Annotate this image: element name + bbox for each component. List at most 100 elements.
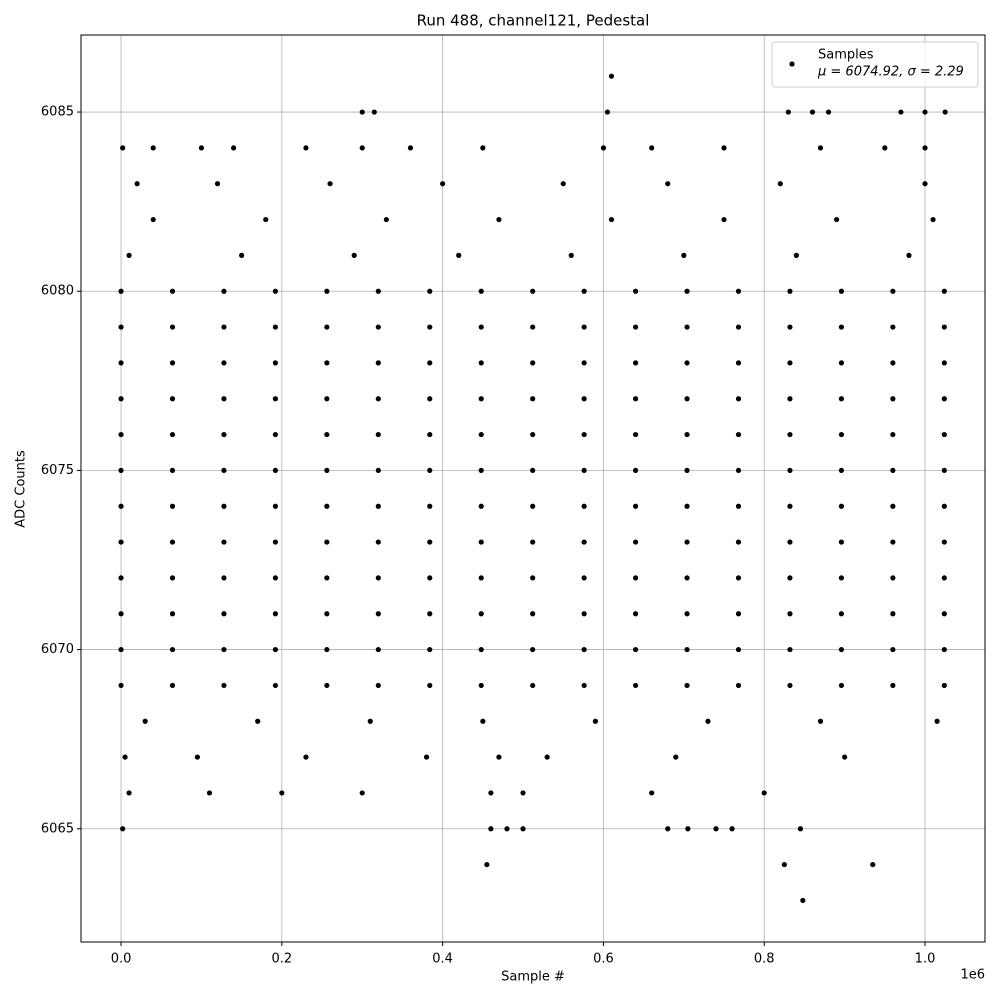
point [817, 718, 824, 724]
y-tick-label: 6085 [41, 105, 74, 120]
point [632, 503, 639, 509]
point [456, 252, 462, 258]
point [478, 611, 484, 617]
point [198, 145, 205, 151]
point [735, 503, 742, 509]
point [838, 503, 845, 509]
point [169, 611, 176, 617]
point [735, 360, 742, 366]
point [371, 109, 377, 115]
point [842, 754, 848, 760]
points [118, 73, 948, 904]
point [632, 646, 639, 653]
point [890, 682, 896, 689]
point [367, 718, 373, 724]
point [169, 467, 176, 474]
point [134, 181, 140, 187]
point [922, 145, 928, 151]
point [272, 503, 279, 509]
point [126, 790, 132, 796]
point [941, 682, 947, 689]
point [530, 682, 536, 689]
chart-title: Run 488, channel121, Pedestal [417, 12, 650, 30]
point [941, 288, 947, 294]
point [118, 575, 124, 581]
point [838, 611, 845, 617]
point [898, 109, 904, 115]
point [427, 611, 433, 617]
point [761, 790, 767, 796]
point [150, 216, 156, 223]
point [351, 252, 357, 258]
point [324, 682, 330, 689]
y-tick-label: 6080 [41, 284, 74, 299]
point [427, 682, 433, 689]
point [673, 754, 679, 760]
point [530, 288, 536, 294]
point [272, 396, 279, 402]
point [530, 360, 536, 366]
point [684, 575, 690, 581]
point [530, 611, 536, 617]
point [833, 216, 840, 223]
point [592, 718, 598, 724]
point [793, 252, 799, 258]
point [214, 181, 221, 187]
point [169, 646, 176, 653]
point [735, 646, 742, 653]
point [941, 539, 947, 545]
point [600, 145, 607, 151]
point [581, 646, 587, 653]
point [478, 467, 484, 474]
point [941, 324, 947, 330]
point [705, 718, 711, 724]
point [375, 646, 381, 653]
point [440, 181, 446, 187]
point [427, 575, 433, 581]
point [787, 360, 793, 366]
point [427, 503, 433, 509]
point [890, 324, 896, 330]
point [118, 360, 124, 366]
point [787, 682, 793, 689]
point [423, 754, 430, 760]
point [272, 324, 279, 330]
x-tick-label: 0.0 [111, 952, 132, 967]
point [427, 288, 433, 294]
point [608, 73, 615, 79]
point [504, 826, 510, 832]
point [632, 360, 639, 366]
point [169, 324, 176, 330]
point [735, 539, 742, 545]
x-tick-label: 0.8 [754, 952, 775, 967]
point [581, 324, 587, 330]
point [604, 109, 611, 115]
point [221, 324, 227, 330]
legend-box [771, 41, 979, 88]
point [407, 145, 414, 151]
point [272, 431, 279, 438]
point [581, 396, 587, 402]
point [922, 109, 928, 115]
point [383, 216, 389, 223]
point [838, 539, 845, 545]
x-tick-label: 0.6 [593, 952, 614, 967]
point [681, 252, 687, 258]
point [230, 145, 237, 151]
point [122, 754, 128, 760]
point [797, 826, 804, 832]
x-tick-label: 0.4 [432, 952, 453, 967]
point [427, 360, 433, 366]
point [324, 611, 330, 617]
point [375, 503, 381, 509]
point [427, 396, 433, 402]
point [359, 145, 365, 151]
point [221, 396, 227, 402]
point [169, 360, 176, 366]
x-tick-label: 0.2 [271, 952, 292, 967]
point [787, 539, 793, 545]
point [255, 718, 261, 724]
point [263, 216, 269, 223]
point [941, 396, 947, 402]
point [735, 611, 742, 617]
